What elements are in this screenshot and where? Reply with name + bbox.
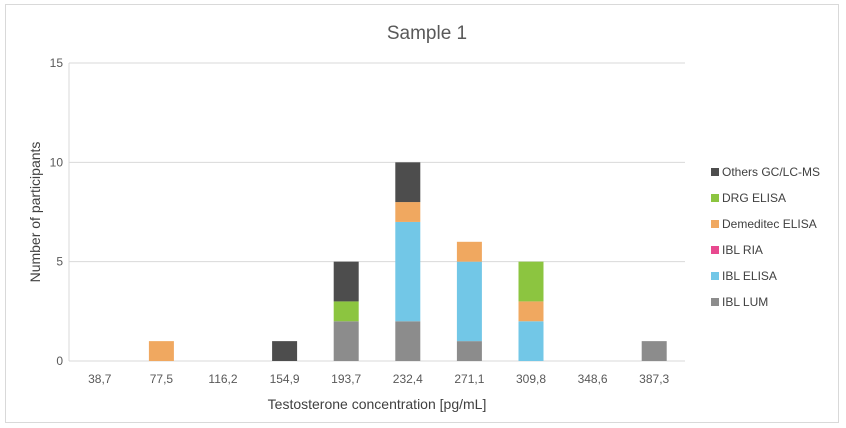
bar-segment xyxy=(395,162,421,203)
y-tick-labels: 0 5 10 15 xyxy=(50,56,64,368)
x-tick-label: 232,4 xyxy=(393,372,423,386)
bar-segment xyxy=(518,321,544,361)
chart-title: Sample 1 xyxy=(387,23,467,44)
bar-segment xyxy=(641,341,667,361)
legend-label: IBL LUM xyxy=(722,295,768,309)
bar-segment xyxy=(333,301,359,322)
legend-label: DRG ELISA xyxy=(722,191,786,205)
y-tick-label: 10 xyxy=(50,155,64,169)
legend-swatch xyxy=(711,272,719,280)
legend-swatch xyxy=(711,168,719,176)
x-tick-label: 387,3 xyxy=(639,372,669,386)
x-tick-label: 77,5 xyxy=(150,372,174,386)
x-axis-label: Testosterone concentration [pg/mL] xyxy=(268,396,487,412)
bar-segment xyxy=(272,341,298,361)
bar-segment xyxy=(395,221,421,322)
x-tick-label: 348,6 xyxy=(578,372,608,386)
bar-segment xyxy=(395,202,421,222)
legend-swatch xyxy=(711,194,719,202)
y-tick-label: 15 xyxy=(50,56,64,70)
legend-label: Others GC/LC-MS xyxy=(722,165,820,179)
x-tick-label: 193,7 xyxy=(331,372,361,386)
bar-segment xyxy=(518,261,544,302)
y-tick-label: 5 xyxy=(56,255,63,269)
bar-segment xyxy=(333,261,359,302)
y-tick-label: 0 xyxy=(56,354,63,368)
bar-segment xyxy=(456,341,482,361)
legend-label: IBL RIA xyxy=(722,243,763,257)
legend-label: IBL ELISA xyxy=(722,269,777,283)
x-tick-labels: 38,7 77,5 116,2 154,9 193,7 232,4 271,1 309,8 34… xyxy=(88,372,669,386)
y-axis-label: Number of participants xyxy=(27,142,43,283)
legend-label: Demeditec ELISA xyxy=(722,217,817,231)
bar-segment xyxy=(395,321,421,361)
x-tick-label: 271,1 xyxy=(454,372,484,386)
bar-segment xyxy=(333,321,359,361)
legend-swatch xyxy=(711,298,719,306)
x-tick-label: 38,7 xyxy=(88,372,112,386)
bar-segment xyxy=(456,241,482,262)
legend: Others GC/LC-MS DRG ELISA Demeditec ELISA I… xyxy=(711,165,820,309)
bar-segment xyxy=(518,301,544,322)
bar-segment xyxy=(456,261,482,342)
gridlines xyxy=(68,62,685,362)
bars-layer xyxy=(148,162,667,361)
x-tick-label: 116,2 xyxy=(208,372,237,386)
legend-swatch xyxy=(711,220,719,228)
x-tick-label: 309,8 xyxy=(516,372,546,386)
legend-swatch xyxy=(711,246,719,254)
x-tick-label: 154,9 xyxy=(270,372,300,386)
bar-segment xyxy=(148,341,174,361)
chart-frame xyxy=(5,4,839,423)
